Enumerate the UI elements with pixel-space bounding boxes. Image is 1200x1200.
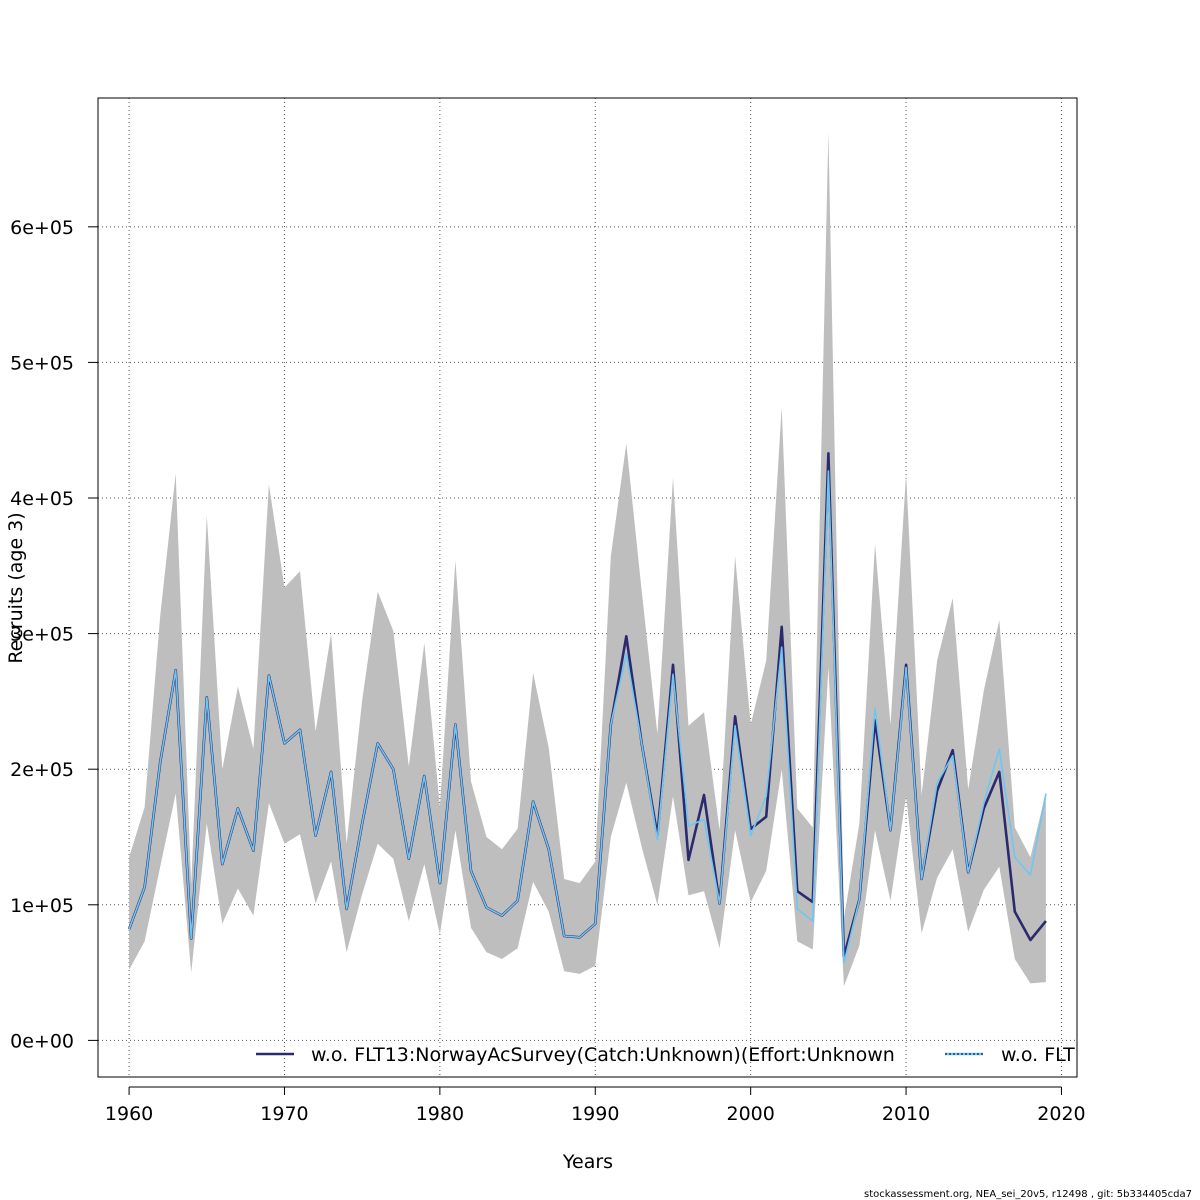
axes: 1960 1970 1980 1990 2000 2010 2020 0e+00 1e+05 2e…	[10, 217, 1086, 1125]
legend-label-2: w.o. FLT	[1001, 1044, 1075, 1066]
x-tick-label: 2020	[1037, 1103, 1085, 1125]
x-tick-label: 1980	[416, 1103, 464, 1125]
y-tick-label: 5e+05	[10, 352, 74, 374]
y-tick-label: 6e+05	[10, 217, 74, 239]
x-tick-label: 2010	[882, 1103, 930, 1125]
y-tick-label: 0e+00	[10, 1030, 74, 1052]
x-tick-label: 1960	[105, 1103, 153, 1125]
y-axis-title: Recruits (age 3)	[5, 512, 27, 663]
footer-note: stockassessment.org, NEA_sei_20v5, r1249…	[864, 1189, 1192, 1200]
x-tick-label: 1970	[260, 1103, 308, 1125]
x-tick-label: 1990	[571, 1103, 619, 1125]
series-line-2	[128, 470, 1047, 964]
y-tick-label: 3e+05	[10, 624, 74, 646]
confidence-band	[129, 131, 1046, 987]
plot-frame	[97, 97, 1078, 1078]
x-axis-title: Years	[562, 1151, 613, 1173]
series-lines	[127, 451, 1047, 964]
confidence-band-area	[129, 131, 1046, 987]
y-tick-label: 1e+05	[10, 895, 74, 917]
x-tick-label: 2000	[726, 1103, 774, 1125]
y-tick-label: 2e+05	[10, 759, 74, 781]
legend: w.o. FLT13:NorwayAcSurvey(Catch:Unknown)…	[256, 1044, 1075, 1066]
y-tick-label: 4e+05	[10, 488, 74, 510]
legend-label-1: w.o. FLT13:NorwayAcSurvey(Catch:Unknown)…	[311, 1044, 895, 1066]
